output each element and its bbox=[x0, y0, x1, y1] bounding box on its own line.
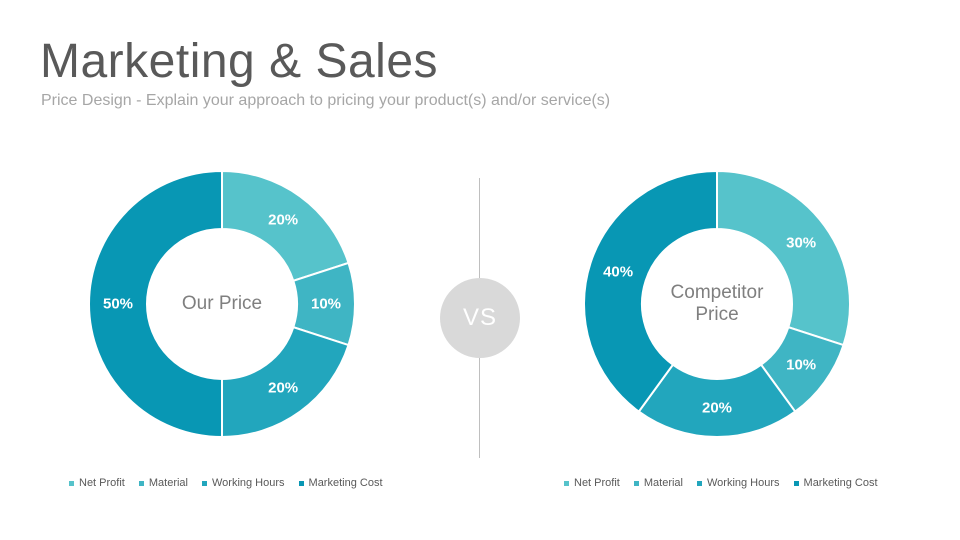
legend-swatch bbox=[69, 480, 74, 486]
slice-value-label: 20% bbox=[268, 211, 298, 228]
vs-badge: VS bbox=[440, 278, 520, 358]
legend-item-marketing-cost: Marketing Cost bbox=[298, 477, 383, 489]
legend-label: Working Hours bbox=[211, 477, 285, 489]
center-label-line: Price bbox=[695, 304, 739, 325]
page-subtitle: Price Design - Explain your approach to … bbox=[41, 92, 611, 109]
slice-value-label: 10% bbox=[311, 296, 341, 313]
vs-divider-bottom bbox=[479, 358, 480, 458]
competitor-price-center-label: Competitor Price bbox=[637, 224, 797, 384]
legend-label: Material bbox=[148, 477, 188, 489]
vs-divider-top bbox=[479, 178, 480, 278]
legend-item-material: Material bbox=[633, 477, 683, 489]
legend-swatch bbox=[564, 480, 569, 486]
legend-item-marketing-cost: Marketing Cost bbox=[793, 477, 878, 489]
center-label-line: Competitor bbox=[670, 282, 764, 303]
legend-label: Material bbox=[643, 477, 683, 489]
slice-value-label: 20% bbox=[702, 400, 732, 417]
page-title: Marketing & Sales bbox=[40, 35, 439, 88]
legend-swatch bbox=[298, 480, 304, 486]
legend-item-net-profit: Net Profit bbox=[69, 477, 125, 489]
competitor-price-donut-chart: 30% 10% 20% 40% Competitor Price bbox=[581, 168, 853, 440]
competitor-price-legend: Net Profit Material Working Hours Market… bbox=[564, 477, 878, 489]
donut-slice-net-profit bbox=[716, 169, 851, 347]
legend-item-working-hours: Working Hours bbox=[696, 477, 780, 489]
legend-label: Net Profit bbox=[79, 477, 125, 489]
legend-item-net-profit: Net Profit bbox=[564, 477, 620, 489]
slice-value-label: 10% bbox=[786, 357, 816, 374]
legend-swatch bbox=[793, 480, 799, 486]
competitor-price-donut-svg: 30% 10% 20% 40% bbox=[583, 169, 851, 438]
our-price-donut-svg: 20% 10% 20% 50% bbox=[88, 169, 356, 439]
legend-item-material: Material bbox=[138, 477, 188, 489]
slice-value-label: 20% bbox=[268, 380, 298, 397]
legend-label: Net Profit bbox=[574, 477, 620, 489]
slice-value-label: 40% bbox=[603, 263, 633, 280]
our-price-legend: Net Profit Material Working Hours Market… bbox=[69, 477, 383, 489]
slice-value-label: 50% bbox=[103, 296, 133, 313]
legend-swatch bbox=[696, 480, 702, 486]
legend-label: Working Hours bbox=[706, 477, 780, 489]
our-price-donut-chart: 20% 10% 20% 50% Our Price bbox=[86, 168, 358, 440]
legend-swatch bbox=[201, 480, 207, 486]
legend-swatch bbox=[633, 480, 639, 486]
slice-value-label: 30% bbox=[786, 234, 816, 251]
donut-slice-marketing-cost bbox=[583, 169, 718, 413]
legend-item-working-hours: Working Hours bbox=[201, 477, 285, 489]
legend-label: Marketing Cost bbox=[308, 477, 383, 489]
legend-label: Marketing Cost bbox=[803, 477, 878, 489]
donut-slice-marketing-cost bbox=[88, 169, 223, 439]
our-price-center-label: Our Price bbox=[142, 224, 302, 384]
legend-swatch bbox=[138, 480, 144, 486]
center-label-line: Our Price bbox=[181, 293, 263, 314]
